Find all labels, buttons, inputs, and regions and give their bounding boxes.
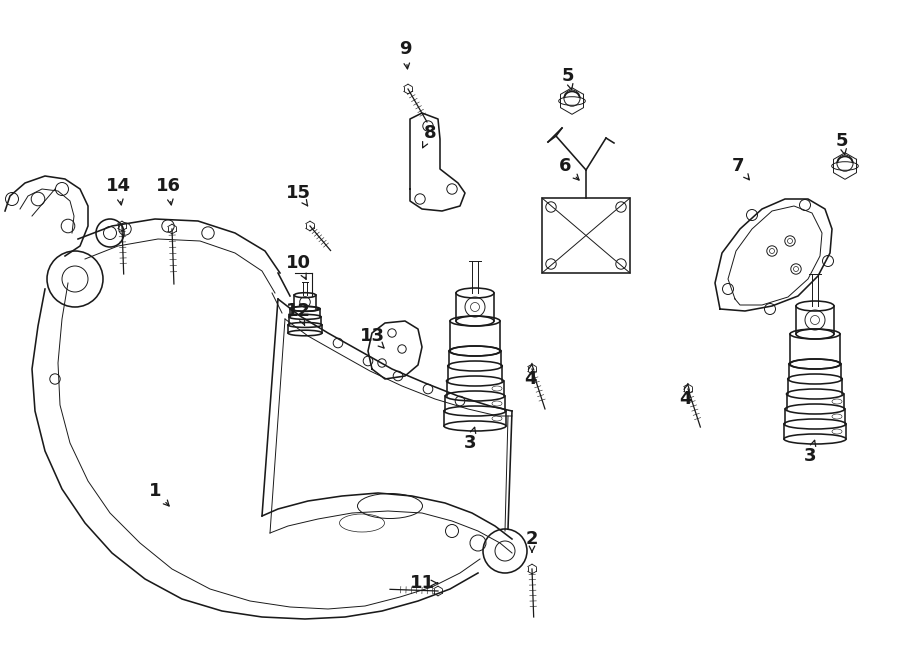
Polygon shape (410, 113, 465, 211)
Polygon shape (833, 153, 857, 179)
Polygon shape (368, 321, 422, 379)
Text: 13: 13 (359, 327, 384, 345)
Text: 11: 11 (410, 574, 435, 592)
Text: 4: 4 (679, 390, 691, 408)
Text: 2: 2 (526, 530, 538, 548)
Bar (542, 198, 630, 273)
Polygon shape (833, 153, 857, 179)
Text: 9: 9 (399, 40, 411, 58)
Polygon shape (715, 199, 832, 311)
Text: 8: 8 (424, 124, 436, 142)
Polygon shape (561, 88, 583, 114)
Text: 16: 16 (156, 177, 181, 195)
Text: 6: 6 (559, 157, 572, 175)
Text: 5: 5 (562, 67, 574, 85)
Text: 3: 3 (464, 434, 476, 452)
Polygon shape (561, 88, 583, 114)
Text: 5: 5 (836, 132, 848, 150)
Text: 12: 12 (285, 302, 310, 320)
Text: 10: 10 (285, 254, 310, 272)
Text: 3: 3 (804, 447, 816, 465)
Text: 15: 15 (285, 184, 310, 202)
Text: 7: 7 (732, 157, 744, 175)
Text: 4: 4 (524, 370, 536, 388)
Text: 1: 1 (148, 482, 161, 500)
Text: 14: 14 (105, 177, 130, 195)
